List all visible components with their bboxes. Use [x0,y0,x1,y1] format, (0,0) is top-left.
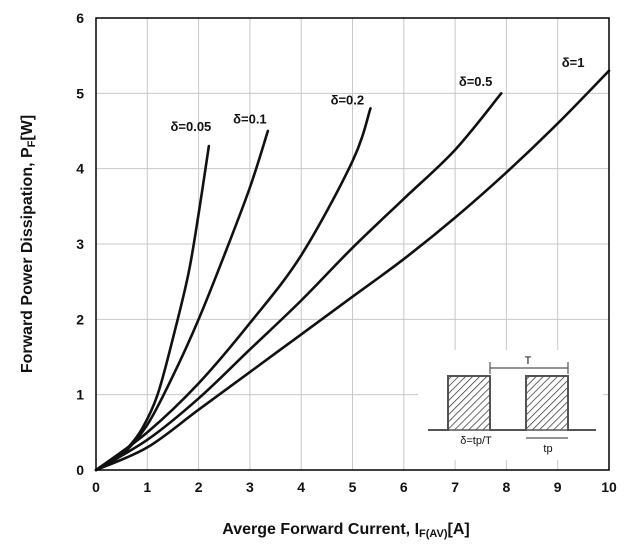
x-tick-label: 9 [554,479,562,495]
y-tick-label: 6 [76,10,84,26]
x-tick-label: 3 [246,479,254,495]
y-tick-label: 1 [76,387,84,403]
series-line-4 [94,69,611,472]
series-label-1: δ=0.1 [233,111,267,126]
x-tick-label: 5 [349,479,357,495]
series-label-4: δ=1 [562,55,585,70]
x-tick-label: 2 [195,479,203,495]
series-line-3 [94,92,503,472]
x-tick-label: 4 [297,479,305,495]
x-tick-label: 0 [92,479,100,495]
inset-background [418,350,603,460]
series-label-0: δ=0.05 [171,119,212,134]
plot-frame [95,17,610,471]
y-tick-label: 0 [76,462,84,478]
x-tick-label: 1 [143,479,151,495]
y-axis-title: Forward Power Dissipation, PF[W] [19,115,38,373]
x-tick-label: 7 [451,479,459,495]
series-line-1 [94,129,270,472]
x-axis-title-sub: F(AV) [419,528,448,540]
series-label-2: δ=0.2 [331,93,365,108]
x-tick-label: 10 [601,479,617,495]
pulse-2-hatch [525,375,569,431]
period-label: T [525,355,532,367]
y-tick-label: 3 [76,236,84,252]
tp-label: tp [543,443,552,455]
y-axis-title-main: Forward Power Dissipation, P [19,147,36,373]
duty-formula: δ=tp/T [460,435,492,447]
y-tick-label: 5 [76,85,84,101]
y-tick-label: 4 [76,161,84,177]
y-axis-title-unit: [W] [19,115,36,141]
y-tick-label: 2 [76,311,84,327]
series-label-3: δ=0.5 [459,74,493,89]
x-axis-title: Averge Forward Current, IF(AV)[A] [222,521,470,540]
tick-labels: 0 1 2 3 4 5 6 7 8 9 10 0 1 2 3 4 5 6 [76,10,617,495]
y-axis-title-sub: F [26,140,38,147]
series-line-2 [94,107,372,472]
series-layer [94,69,611,472]
x-axis-title-unit: [A] [448,521,470,538]
pulse-1-hatch [447,375,491,431]
x-tick-label: 6 [400,479,408,495]
x-axis-title-main: Averge Forward Current, I [222,521,419,538]
x-tick-label: 8 [503,479,511,495]
duty-cycle-inset: T tp δ=tp/T [418,350,603,460]
series-labels: δ=0.05 δ=0.1 δ=0.2 δ=0.5 δ=1 [171,55,585,134]
